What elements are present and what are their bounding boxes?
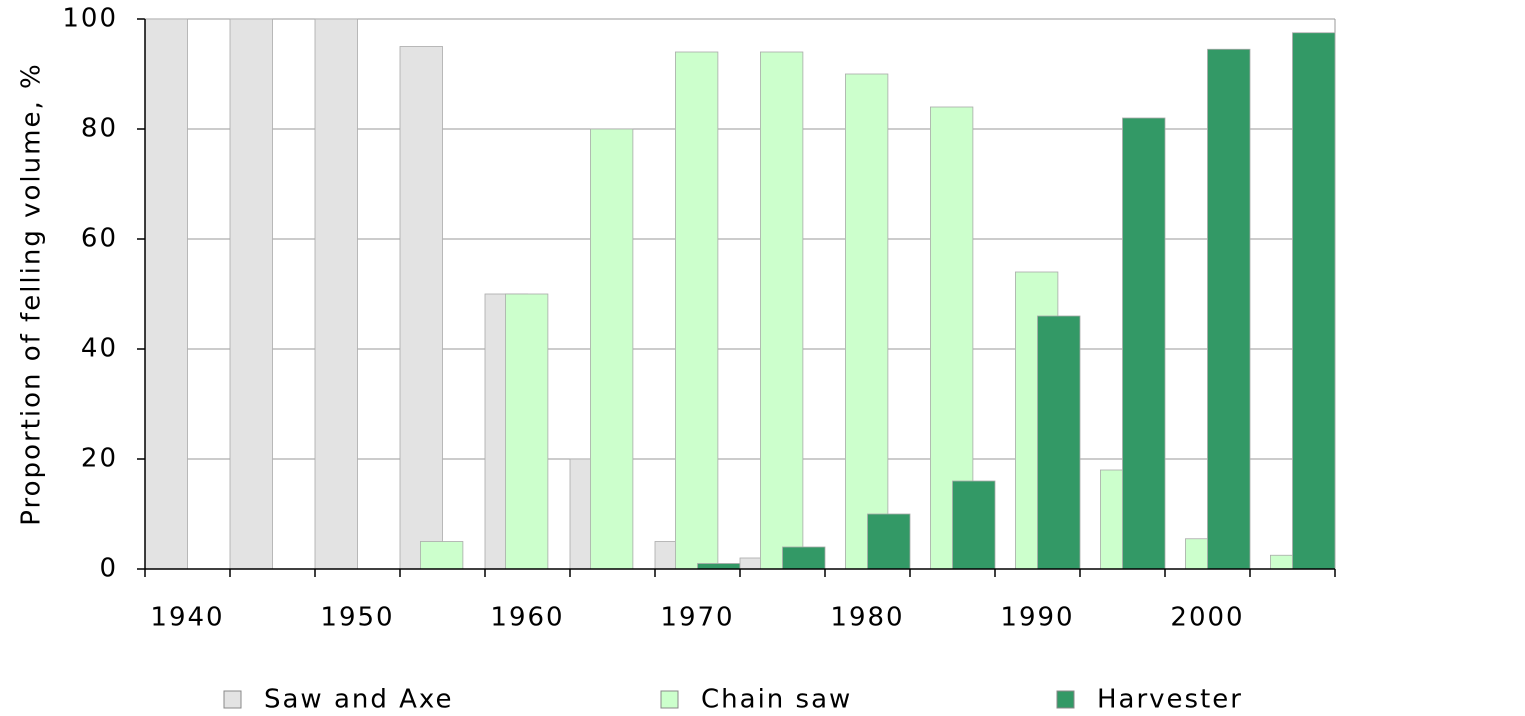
y-axis-label: Proportion of felling volume, % xyxy=(17,62,47,525)
legend-swatch xyxy=(1056,690,1075,709)
legend-label: Saw and Axe xyxy=(264,685,454,715)
bar xyxy=(697,563,741,570)
bar xyxy=(229,18,273,570)
legend-label: Harvester xyxy=(1097,685,1243,715)
bar xyxy=(760,51,804,570)
bar xyxy=(144,18,188,570)
legend-swatch xyxy=(223,690,242,709)
y-tick-label: 40 xyxy=(81,334,118,364)
bar xyxy=(1207,48,1251,570)
bar xyxy=(675,51,719,570)
bar xyxy=(419,541,464,570)
x-tick-label: 1960 xyxy=(490,603,564,633)
bar xyxy=(952,480,996,570)
bar xyxy=(845,73,889,570)
bar xyxy=(504,293,549,570)
legend-label: Chain saw xyxy=(701,685,852,715)
y-tick-label: 80 xyxy=(81,114,118,144)
bar xyxy=(782,546,826,570)
x-tick-label: 1940 xyxy=(150,603,224,633)
x-tick-label: 1970 xyxy=(660,603,734,633)
bar xyxy=(1037,315,1081,570)
bar xyxy=(1122,117,1166,570)
y-tick-label: 20 xyxy=(81,444,118,474)
x-tick-label: 1990 xyxy=(1000,603,1074,633)
bar xyxy=(1292,32,1336,570)
bar xyxy=(399,46,443,570)
bar xyxy=(314,18,358,570)
y-tick-label: 60 xyxy=(81,224,118,254)
legend-swatch xyxy=(660,690,679,709)
bar xyxy=(590,128,634,570)
y-tick-label: 0 xyxy=(99,554,118,584)
y-tick-label: 100 xyxy=(62,4,118,34)
x-tick-label: 1980 xyxy=(830,603,904,633)
x-tick-label: 2000 xyxy=(1170,603,1244,633)
bar xyxy=(867,513,911,570)
x-tick-label: 1950 xyxy=(320,603,394,633)
